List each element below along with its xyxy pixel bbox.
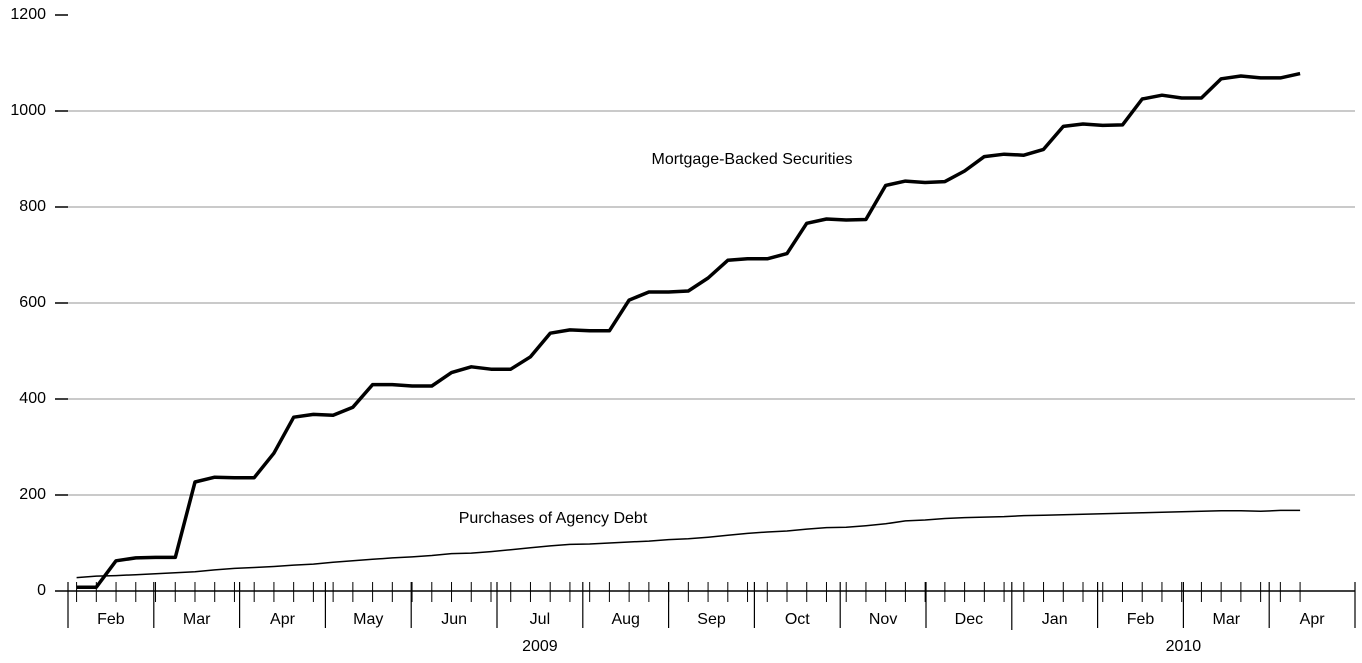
y-tick-label: 800	[19, 198, 46, 215]
x-tick-label: Feb	[97, 611, 125, 628]
year-label: 2009	[522, 638, 558, 655]
x-tick-label: Aug	[611, 611, 639, 628]
y-tick-label: 1200	[10, 6, 46, 23]
x-tick-label: May	[353, 611, 383, 628]
x-tick-label: Nov	[869, 611, 897, 628]
series-label: Mortgage-Backed Securities	[652, 151, 853, 168]
year-label: 2010	[1166, 638, 1202, 655]
series-line	[76, 71, 1301, 589]
series-label: Purchases of Agency Debt	[459, 510, 648, 527]
y-tick-label: 0	[37, 582, 46, 599]
x-tick-label: Sep	[697, 611, 726, 628]
x-tick-label: Dec	[955, 611, 983, 628]
x-tick-label: Jan	[1042, 611, 1068, 628]
x-tick-label: Jul	[530, 611, 550, 628]
x-tick-label: Mar	[1213, 611, 1241, 628]
x-tick-label: Apr	[270, 611, 296, 628]
y-tick-label: 1000	[10, 102, 46, 119]
y-tick-label: 200	[19, 486, 46, 503]
series-line	[76, 509, 1301, 579]
x-tick-label: Oct	[785, 611, 810, 628]
y-tick-label: 600	[19, 294, 46, 311]
x-tick-label: Jun	[441, 611, 467, 628]
y-tick-label: 400	[19, 390, 46, 407]
x-tick-label: Apr	[1300, 611, 1326, 628]
x-tick-label: Mar	[183, 611, 211, 628]
x-tick-label: Feb	[1127, 611, 1155, 628]
